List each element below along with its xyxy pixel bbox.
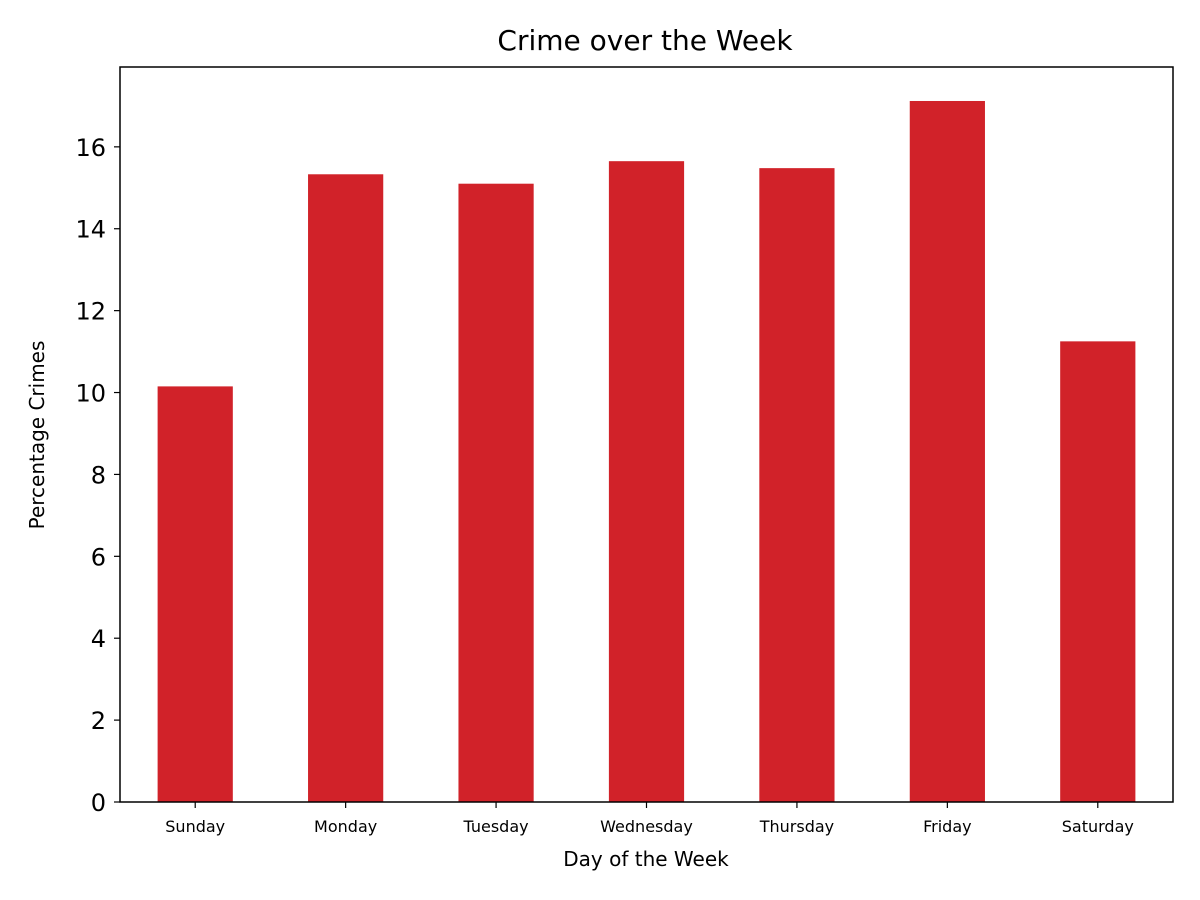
x-tick-label: Tuesday [463,817,529,836]
x-tick-label: Saturday [1062,817,1134,836]
bar-tuesday [458,183,534,802]
chart-title: Crime over the Week [497,24,793,57]
x-tick-label: Thursday [759,817,834,836]
bar-thursday [759,168,835,802]
y-tick-label: 0 [91,789,106,817]
plot-frame [119,66,1174,803]
bars-group [157,100,1136,803]
bar-saturday [1060,341,1136,802]
y-tick-label: 4 [91,625,106,653]
bar-wednesday [608,161,685,802]
x-axis-label: Day of the Week [563,847,729,871]
y-tick-label: 10 [75,380,106,408]
y-tick-label: 12 [75,298,106,326]
y-tick-label: 16 [75,134,106,162]
x-tick-label: Wednesday [600,817,693,836]
x-axis-ticks: Sunday Monday Tuesday Wednesday Thursday Frid… [165,802,1134,836]
x-tick-label: Sunday [165,817,225,836]
y-tick-label: 8 [91,461,106,489]
x-tick-label: Monday [314,817,377,836]
bar-sunday [157,386,233,802]
y-tick-label: 6 [91,543,106,571]
bar-friday [909,100,985,803]
bar-monday [308,174,384,802]
y-tick-label: 2 [91,707,106,735]
y-axis-ticks: 0 2 4 6 8 10 12 14 16 [75,134,120,817]
y-tick-label: 14 [75,216,106,244]
y-axis-label: Percentage Crimes [25,341,49,530]
x-tick-label: Friday [923,817,972,836]
